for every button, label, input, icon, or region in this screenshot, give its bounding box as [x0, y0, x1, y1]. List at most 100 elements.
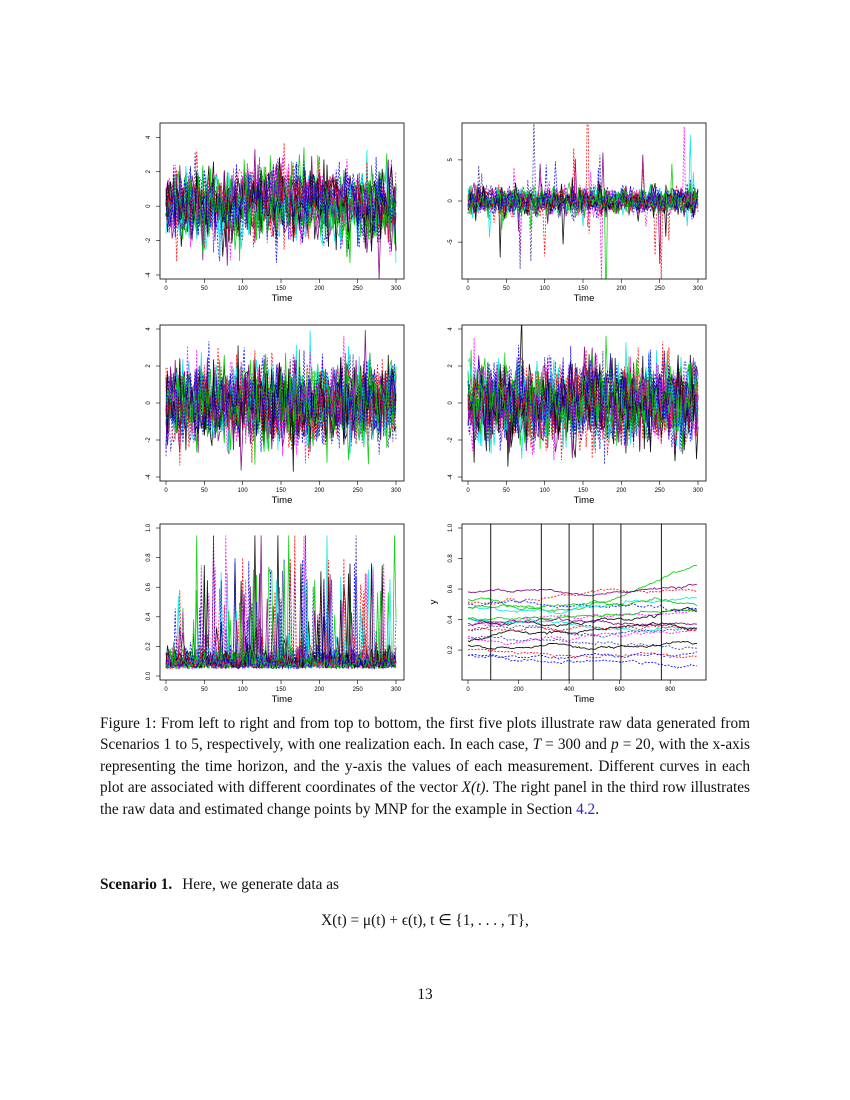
x-tick-label: 300 — [391, 687, 402, 693]
series-line — [467, 353, 699, 451]
x-tick-label: 50 — [503, 488, 510, 494]
x-tick-label: 100 — [238, 286, 249, 292]
x-axis-label: Time — [574, 495, 595, 506]
series-line — [467, 610, 697, 627]
figure-caption: Figure 1: From left to right and from to… — [100, 713, 750, 820]
series-line — [467, 651, 698, 660]
y-tick-label: 2 — [448, 364, 454, 368]
x-tick-label: 100 — [238, 488, 249, 494]
x-axis-label: Time — [272, 293, 293, 304]
x-tick-label: 0 — [164, 488, 168, 494]
caption-text: . The right panel in the third row illus… — [100, 779, 751, 818]
series-line — [467, 564, 698, 612]
x-tick-label: 150 — [276, 687, 287, 693]
x-tick-label: 0 — [164, 286, 168, 292]
series-line — [467, 597, 698, 610]
x-tick-label: 300 — [391, 286, 402, 292]
y-tick-label: 2 — [146, 169, 152, 173]
series-line — [467, 168, 699, 255]
x-tick-label: 300 — [391, 488, 402, 494]
series-line — [467, 596, 698, 615]
series-line — [467, 625, 698, 633]
series-line — [165, 156, 397, 247]
series-line — [467, 171, 699, 279]
series-line — [165, 350, 397, 452]
y-tick-label: 0.6 — [448, 584, 454, 593]
series-line — [165, 590, 397, 670]
series-line — [467, 606, 698, 628]
series-line — [165, 535, 397, 670]
series-group — [165, 330, 397, 472]
y-tick-label: 0.4 — [448, 615, 454, 624]
caption-text: Figure 1: From left to right and from to… — [100, 715, 750, 754]
equation: X(t) = μ(t) + ϵ(t), t ∈ {1, . . . , T}, — [321, 912, 529, 929]
series-line — [165, 352, 397, 465]
series-group — [165, 535, 397, 670]
y-tick-label: -4 — [448, 474, 454, 480]
y-tick-label: 0 — [448, 401, 454, 405]
y-tick-label: 0.8 — [146, 553, 152, 562]
y-tick-label: -2 — [448, 437, 454, 443]
y-tick-label: -2 — [146, 237, 152, 243]
caption-text: . — [595, 800, 600, 818]
y-tick-label: -4 — [146, 474, 152, 480]
x-tick-label: 250 — [353, 488, 364, 494]
series-line — [165, 347, 397, 459]
y-tick-label: 5 — [448, 158, 454, 162]
plot-frame — [461, 523, 707, 681]
x-tick-label: 200 — [616, 286, 627, 292]
series-line — [165, 354, 397, 449]
series-line — [467, 654, 697, 669]
series-line — [467, 588, 698, 605]
series-line — [467, 621, 698, 643]
y-tick-label: 0.4 — [146, 612, 152, 621]
x-tick-label: 600 — [615, 687, 626, 693]
y-tick-label: -2 — [146, 437, 152, 443]
x-tick-label: 150 — [578, 488, 589, 494]
y-tick-label: 2 — [146, 364, 152, 368]
y-tick-label: 4 — [448, 327, 454, 331]
x-tick-label: 0 — [466, 488, 470, 494]
x-tick-label: 100 — [540, 286, 551, 292]
y-tick-label: 0.8 — [448, 554, 454, 563]
series-line — [467, 640, 697, 650]
x-tick-label: 200 — [616, 488, 627, 494]
x-tick-label: 150 — [578, 286, 589, 292]
x-tick-label: 0 — [466, 687, 470, 693]
y-tick-label: 0.2 — [146, 642, 152, 651]
x-tick-label: 250 — [353, 687, 364, 693]
scenario-paragraph: Scenario 1. Here, we generate data as — [100, 876, 339, 894]
y-tick-label: 1.0 — [146, 523, 152, 532]
y-tick-label: 0.0 — [146, 671, 152, 680]
x-tick-label: 200 — [314, 488, 325, 494]
y-tick-label: 0 — [448, 199, 454, 203]
series-line — [467, 625, 698, 638]
series-line — [467, 599, 698, 612]
x-tick-label: 0 — [164, 687, 168, 693]
series-line — [468, 648, 698, 659]
series-group — [165, 142, 397, 279]
y-tick-label: 0.2 — [448, 645, 454, 654]
caption-text: = 20, with the x-axis representing the t… — [100, 736, 750, 797]
x-axis-label: Time — [272, 694, 293, 705]
x-axis-label: Time — [272, 495, 293, 506]
x-tick-label: 250 — [353, 286, 364, 292]
plot-frame — [159, 523, 405, 681]
series-line — [467, 583, 698, 597]
x-tick-label: 250 — [655, 286, 666, 292]
x-tick-label: 800 — [665, 687, 676, 693]
x-tick-label: 150 — [276, 286, 287, 292]
x-tick-label: 0 — [466, 286, 470, 292]
page-number: 13 — [417, 986, 433, 1003]
x-tick-label: 400 — [564, 687, 575, 693]
x-tick-label: 50 — [503, 286, 510, 292]
section-link[interactable]: 4.2 — [576, 800, 596, 818]
series-group — [467, 123, 699, 279]
x-tick-label: 300 — [693, 286, 704, 292]
caption-math-xt: X(t) — [461, 779, 486, 797]
y-tick-label: 0.6 — [146, 582, 152, 591]
x-tick-label: 150 — [276, 488, 287, 494]
